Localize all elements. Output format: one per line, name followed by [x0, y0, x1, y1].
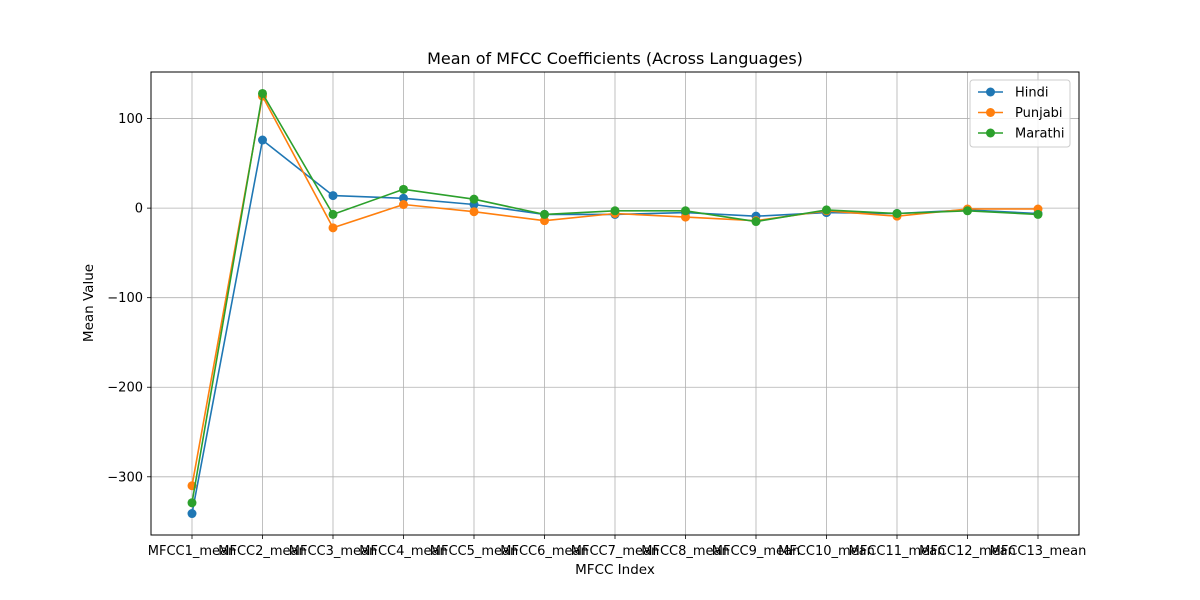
- data-point: [328, 223, 338, 233]
- legend: Hindi Punjabi Marathi: [969, 79, 1071, 148]
- chart-title: Mean of MFCC Coefficients (Across Langua…: [427, 49, 803, 68]
- x-axis-label: MFCC Index: [575, 562, 655, 578]
- data-point: [469, 207, 479, 217]
- legend-marker: [986, 108, 995, 117]
- x-tick-label: MFCC1_mean: [148, 544, 237, 559]
- x-tick-label: MFCC12_mean: [919, 544, 1016, 559]
- x-tick-label: MFCC2_mean: [218, 544, 307, 559]
- x-tick-label: MFCC4_mean: [359, 544, 448, 559]
- data-point: [892, 208, 902, 218]
- data-point: [681, 212, 690, 222]
- legend-label: Punjabi: [1015, 106, 1063, 121]
- y-tick-label: −200: [107, 381, 143, 396]
- x-tick-label: MFCC13_mean: [990, 544, 1087, 559]
- y-tick-label: 100: [118, 112, 143, 127]
- data-point: [258, 88, 267, 98]
- y-tick-label: 0: [135, 202, 143, 217]
- data-point: [187, 498, 197, 508]
- data-point: [610, 206, 620, 216]
- y-tick-label: −300: [107, 470, 143, 485]
- y-axis-label: Mean Value: [81, 264, 97, 342]
- series-marathi: [187, 88, 1043, 508]
- x-tick-label: MFCC8_mean: [641, 544, 730, 559]
- legend-box: [969, 79, 1071, 148]
- x-tick-label: MFCC10_mean: [778, 544, 875, 559]
- data-point: [399, 200, 408, 210]
- x-tick-label: MFCC7_mean: [571, 544, 660, 559]
- x-tick-label: MFCC6_mean: [500, 544, 589, 559]
- data-point: [540, 216, 549, 226]
- x-tick-label: MFCC9_mean: [712, 544, 801, 559]
- data-point: [963, 206, 972, 216]
- y-tick-label: −100: [107, 291, 143, 306]
- x-tick-label: MFCC3_mean: [289, 544, 378, 559]
- data-point: [822, 205, 831, 215]
- data-point: [469, 194, 479, 204]
- data-point: [681, 206, 690, 216]
- data-point: [751, 217, 761, 227]
- legend-label: Hindi: [1015, 86, 1049, 101]
- data-point: [187, 509, 197, 519]
- data-point: [258, 135, 267, 145]
- data-point: [540, 209, 549, 219]
- x-tick-label: MFCC11_mean: [849, 544, 946, 559]
- data-point: [328, 209, 338, 219]
- tick-layer: MFCC1_meanMFCC2_meanMFCC3_meanMFCC4_mean…: [107, 112, 1086, 559]
- series-layer: [187, 88, 1043, 519]
- grid-lines: [151, 72, 1079, 535]
- legend-marker: [986, 128, 995, 138]
- x-tick-label: MFCC5_mean: [430, 544, 519, 559]
- data-point: [399, 193, 408, 203]
- data-point: [399, 184, 408, 194]
- legend-marker: [986, 87, 995, 97]
- data-point: [328, 191, 338, 201]
- legend-label: Marathi: [1015, 127, 1064, 142]
- data-point: [1033, 209, 1043, 219]
